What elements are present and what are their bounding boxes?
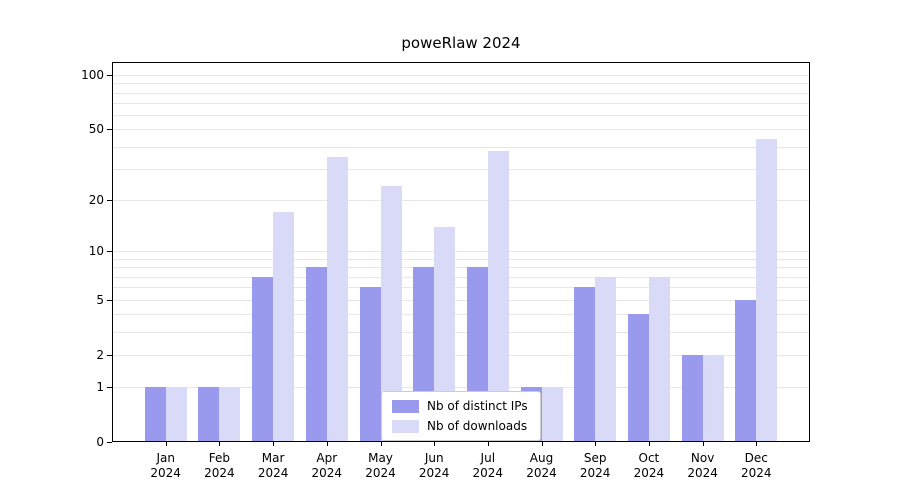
bar-downloads [165, 386, 187, 442]
bar-downloads [648, 276, 670, 442]
y-tick-mark [107, 251, 112, 253]
x-tick-label: Jan 2024 [150, 451, 181, 480]
gridline [112, 386, 810, 388]
y-tick-mark [107, 299, 112, 301]
gridline [112, 299, 810, 301]
legend-label-downloads: Nb of downloads [427, 419, 528, 433]
y-tick-label: 20 [88, 192, 104, 207]
y-tick-mark [107, 129, 112, 131]
bar-distinct-ips [627, 314, 649, 442]
y-tick-label: 100 [81, 68, 104, 82]
gridline [112, 331, 810, 333]
legend: Nb of distinct IPs Nb of downloads [381, 391, 541, 441]
legend-item-distinct-ips: Nb of distinct IPs [392, 399, 528, 413]
bar-downloads [219, 386, 241, 442]
bar-downloads [380, 186, 402, 442]
bar-downloads [273, 212, 295, 442]
gridline [112, 287, 810, 289]
gridline [112, 314, 810, 315]
gridline [112, 276, 810, 278]
legend-swatch-downloads [392, 419, 419, 433]
y-tick-label: 1 [96, 379, 104, 394]
gridline [112, 199, 810, 201]
y-tick-mark [107, 442, 112, 443]
x-tick-label: Sep 2024 [579, 451, 611, 480]
y-tick-label: 10 [88, 244, 104, 259]
x-tick-mark [487, 442, 489, 446]
bar-distinct-ips [681, 354, 703, 442]
bar-downloads [326, 157, 348, 442]
x-tick-label: Oct 2024 [633, 451, 665, 480]
x-tick-mark [380, 442, 382, 446]
bar-distinct-ips [198, 386, 220, 442]
x-tick-mark [273, 442, 275, 446]
x-tick-mark [165, 442, 167, 446]
bar-distinct-ips [144, 386, 166, 442]
y-tick-label: 50 [88, 122, 104, 137]
legend-item-downloads: Nb of downloads [392, 419, 528, 433]
bar-downloads [434, 226, 456, 442]
gridline [112, 354, 810, 356]
x-tick-label: Feb 2024 [204, 451, 235, 480]
bar-downloads [541, 386, 563, 442]
x-tick-label: Apr 2024 [311, 451, 343, 480]
legend-label-distinct-ips: Nb of distinct IPs [427, 399, 528, 413]
y-tick-label: 0 [96, 435, 104, 449]
x-tick-label: Jul 2024 [472, 451, 504, 480]
x-tick-mark [219, 442, 221, 446]
x-tick-label: Aug 2024 [526, 451, 557, 480]
x-tick-mark [756, 442, 758, 446]
bar-downloads [595, 276, 617, 442]
x-tick-label: Mar 2024 [257, 451, 289, 480]
gridline [112, 92, 810, 94]
bar-distinct-ips [252, 276, 274, 442]
y-tick-mark [107, 354, 112, 356]
x-tick-mark [326, 442, 328, 446]
x-tick-label: May 2024 [365, 451, 396, 480]
gridline [112, 258, 810, 260]
y-tick-mark [107, 199, 112, 201]
bar-distinct-ips [359, 287, 381, 442]
y-tick-mark [107, 75, 112, 76]
gridline [112, 103, 810, 104]
y-tick-mark [107, 386, 112, 388]
gridline [112, 251, 810, 253]
bar-distinct-ips [305, 267, 327, 442]
y-tick-label: 5 [96, 292, 104, 307]
x-tick-mark [595, 442, 597, 446]
gridline [112, 168, 810, 170]
gridline [112, 267, 810, 269]
x-tick-mark [434, 442, 436, 446]
gridline [112, 83, 810, 85]
legend-swatch-distinct-ips [392, 399, 419, 413]
y-tick-label: 2 [96, 347, 104, 362]
x-tick-label: Dec 2024 [741, 451, 772, 480]
gridline [112, 75, 810, 76]
x-tick-mark [541, 442, 543, 446]
gridline [112, 146, 810, 148]
x-tick-label: Jun 2024 [418, 451, 450, 480]
chart-title: poweRlaw 2024 [401, 34, 521, 52]
bar-distinct-ips [735, 299, 757, 442]
x-tick-label: Nov 2024 [687, 451, 718, 480]
bar-downloads [487, 150, 509, 442]
gridline [112, 115, 810, 117]
x-tick-mark [702, 442, 704, 446]
bar-downloads [756, 139, 778, 442]
bar-downloads [702, 354, 724, 442]
gridline [112, 129, 810, 131]
x-tick-mark [648, 442, 650, 446]
bar-distinct-ips [574, 287, 596, 442]
